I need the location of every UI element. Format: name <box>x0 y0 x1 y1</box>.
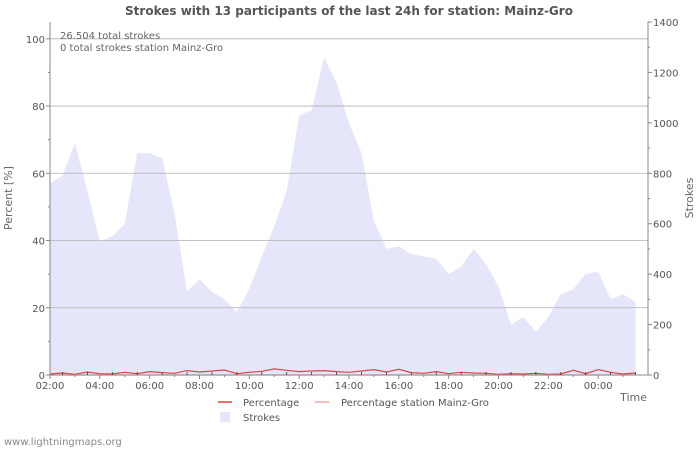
y-left-tick-label: 100 <box>26 35 45 46</box>
y-right-tick-label: 200 <box>653 321 672 332</box>
y-right-tick-label: 600 <box>653 220 672 231</box>
tick-layer: 020406080100020040060080010001200140002:… <box>26 18 679 392</box>
x-tick-label: 16:00 <box>384 381 413 392</box>
grid-layer <box>50 38 648 309</box>
x-tick-label: 00:00 <box>584 381 613 392</box>
y-left-tick-label: 0 <box>39 371 45 382</box>
legend-label-station: Percentage station Mainz-Gro <box>341 398 489 409</box>
x-axis-label: Time <box>619 391 647 404</box>
series-line-percentage <box>49 368 636 375</box>
legend-label-strokes: Strokes <box>243 413 280 424</box>
y-left-tick-label: 40 <box>32 237 45 248</box>
x-tick-label: 06:00 <box>135 381 164 392</box>
y-left-tick-label: 60 <box>32 169 45 180</box>
legend-swatch-strokes <box>220 412 230 422</box>
legend-label-percentage: Percentage <box>243 398 299 409</box>
y-right-tick-label: 1400 <box>653 18 678 29</box>
x-tick-label: 10:00 <box>235 381 264 392</box>
annotation-station-strokes: 0 total strokes station Mainz-Gro <box>60 43 223 54</box>
y-right-tick-label: 400 <box>653 270 672 281</box>
y-left-tick-label: 80 <box>32 102 45 113</box>
y-right-tick-label: 1200 <box>653 68 678 79</box>
x-tick-label: 12:00 <box>285 381 314 392</box>
x-tick-label: 14:00 <box>335 381 364 392</box>
x-tick-label: 18:00 <box>434 381 463 392</box>
legend: Percentage Percentage station Mainz-Gro … <box>218 398 489 424</box>
y-left-label: Percent [%] <box>2 166 15 230</box>
x-tick-label: 08:00 <box>185 381 214 392</box>
annotation-total-strokes: 26.504 total strokes <box>60 31 160 42</box>
strokes-area <box>50 57 636 376</box>
x-tick-label: 04:00 <box>85 381 114 392</box>
x-tick-label: 02:00 <box>36 381 65 392</box>
y-left-tick-label: 20 <box>32 304 45 315</box>
y-right-label: Strokes <box>683 177 696 218</box>
y-right-tick-label: 800 <box>653 169 672 180</box>
y-right-tick-label: 0 <box>653 371 659 382</box>
y-right-tick-label: 1000 <box>653 119 678 130</box>
x-tick-label: 22:00 <box>534 381 563 392</box>
x-tick-label: 20:00 <box>484 381 513 392</box>
chart-title: Strokes with 13 participants of the last… <box>125 4 573 18</box>
strokes-area-layer <box>50 57 636 376</box>
footer-link[interactable]: www.lightningmaps.org <box>4 437 122 448</box>
